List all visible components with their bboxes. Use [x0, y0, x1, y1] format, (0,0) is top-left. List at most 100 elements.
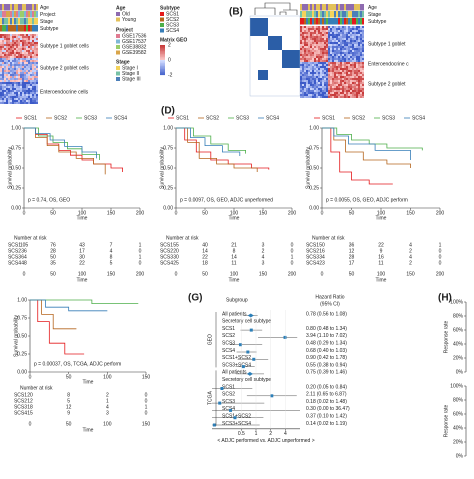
heatmap-cell — [350, 46, 352, 48]
annotation-cell — [322, 11, 324, 18]
heatmap-cell — [34, 56, 36, 58]
heatmap-cell — [306, 90, 308, 92]
heatmap-cell — [304, 72, 306, 74]
heatmap-cell — [332, 52, 334, 54]
heatmap-cell — [362, 90, 364, 92]
heatmap-cell — [326, 82, 328, 84]
heatmap-cell — [338, 68, 340, 70]
annotation-cell — [16, 11, 18, 18]
heatmap-cell — [350, 34, 352, 36]
annotation-cell — [18, 25, 20, 32]
heatmap-cell — [340, 48, 342, 50]
heatmap-cell — [14, 92, 16, 94]
heatmap-cell — [322, 34, 324, 36]
heatmap-cell — [2, 38, 4, 40]
heatmap-cell — [24, 80, 26, 82]
hr-diamond — [246, 371, 253, 376]
risk-count: 0 — [139, 248, 142, 254]
heatmap-cell — [310, 82, 312, 84]
heatmap-cell — [356, 48, 358, 50]
annotation-cell — [312, 11, 314, 18]
row-label: SCS2 — [222, 333, 235, 339]
heatmap-cell — [16, 44, 18, 46]
heatmap-cell — [306, 52, 308, 54]
heatmap-cell — [330, 46, 332, 48]
heatmap-cell — [350, 50, 352, 52]
risk-x-tick-label: 0 — [23, 271, 26, 277]
heatmap-cell — [334, 44, 336, 46]
heatmap-cell — [346, 44, 348, 46]
heatmap-cell — [28, 78, 30, 80]
heatmap-cell — [320, 62, 322, 64]
heatmap-cell — [304, 56, 306, 58]
heatmap-cell — [304, 38, 306, 40]
heatmap-cell — [26, 50, 28, 52]
heatmap-cell — [304, 50, 306, 52]
y-axis-label: Response rate — [443, 321, 449, 354]
heatmap-cell — [330, 82, 332, 84]
risk-x-label: Time — [376, 277, 387, 283]
heatmap-cell — [326, 46, 328, 48]
heatmap-cell — [6, 68, 8, 70]
heatmap-cell — [340, 82, 342, 84]
heatmap-cell — [0, 90, 2, 92]
annotation-cell — [24, 25, 26, 32]
heatmap-cell — [30, 92, 32, 94]
heatmap-cell — [20, 68, 22, 70]
heatmap-cell — [340, 62, 342, 64]
heatmap-cell — [332, 44, 334, 46]
heatmap-cell — [24, 58, 26, 60]
heatmap-cell — [342, 48, 344, 50]
heatmap-cell — [308, 70, 310, 72]
heatmap-cell — [322, 40, 324, 42]
heatmap-cell — [14, 82, 16, 84]
heatmap-cell — [332, 66, 334, 68]
heatmap-cell — [330, 38, 332, 40]
heatmap-cell — [24, 48, 26, 50]
risk-count: 0 — [439, 254, 442, 260]
heatmap-cell — [18, 38, 20, 40]
heatmap-cell — [34, 44, 36, 46]
heatmap-cell — [354, 28, 356, 30]
heatmap-cell — [350, 58, 352, 60]
heatmap-cell — [326, 34, 328, 36]
heatmap-cell — [308, 42, 310, 44]
heatmap-cell — [356, 62, 358, 64]
annotation-cell — [22, 25, 24, 32]
heatmap-cell — [8, 68, 10, 70]
heatmap-cell — [340, 64, 342, 66]
heatmap-cell — [318, 40, 320, 42]
heatmap-cell — [322, 68, 324, 70]
heatmap-cell — [360, 48, 362, 50]
heatmap-cell — [346, 86, 348, 88]
heatmap-cell — [350, 26, 352, 28]
heatmap-cell — [8, 98, 10, 100]
heatmap-cell — [346, 32, 348, 34]
hr-point — [283, 335, 287, 339]
annotation-cell — [0, 11, 2, 18]
heatmap-cell — [362, 66, 364, 68]
risk-title: Number at risk — [20, 385, 53, 391]
heatmap-cell — [350, 80, 352, 82]
risk-count: 3 — [262, 260, 265, 266]
heatmap-cell — [340, 80, 342, 82]
heatmap-cell — [320, 58, 322, 60]
heatmap-cell — [0, 54, 2, 56]
annotation-cell — [338, 11, 340, 18]
heatmap-cell — [324, 26, 326, 28]
heatmap-cell — [352, 94, 354, 96]
heatmap-cell — [2, 102, 4, 104]
heatmap-cell — [34, 46, 36, 48]
heatmap-cell — [334, 74, 336, 76]
heatmap-cell — [358, 64, 360, 66]
heatmap-cell — [4, 86, 6, 88]
colorbar-cell — [160, 58, 165, 61]
heatmap-cell — [352, 64, 354, 66]
heatmap-cell — [350, 72, 352, 74]
annotation-cell — [12, 4, 14, 11]
heatmap-cell — [22, 50, 24, 52]
heatmap-cell — [318, 84, 320, 86]
heatmap-cell — [360, 90, 362, 92]
risk-x-tick-label: 0 — [175, 271, 178, 277]
heatmap-cell — [344, 42, 346, 44]
